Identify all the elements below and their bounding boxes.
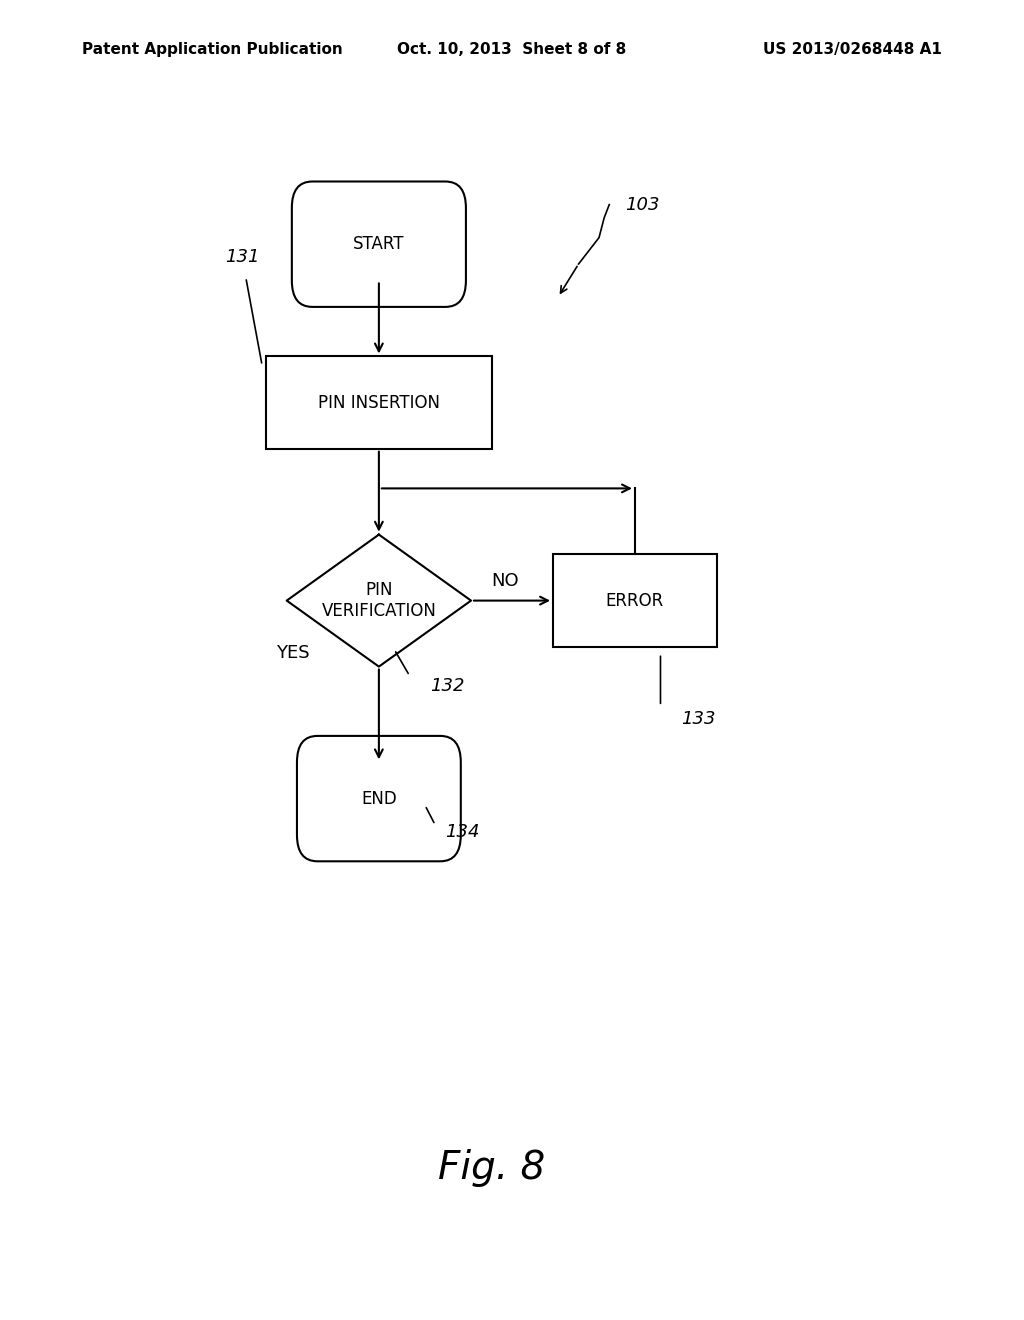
- Text: Patent Application Publication: Patent Application Publication: [82, 42, 343, 57]
- Text: START: START: [353, 235, 404, 253]
- FancyBboxPatch shape: [553, 554, 717, 647]
- FancyBboxPatch shape: [266, 356, 492, 449]
- Text: 132: 132: [430, 677, 465, 696]
- Text: 133: 133: [681, 710, 716, 729]
- FancyBboxPatch shape: [292, 181, 466, 308]
- Text: 134: 134: [445, 822, 480, 841]
- Text: PIN INSERTION: PIN INSERTION: [317, 393, 440, 412]
- Text: Oct. 10, 2013  Sheet 8 of 8: Oct. 10, 2013 Sheet 8 of 8: [397, 42, 627, 57]
- Text: YES: YES: [276, 644, 310, 663]
- Text: 103: 103: [625, 195, 659, 214]
- Text: US 2013/0268448 A1: US 2013/0268448 A1: [763, 42, 942, 57]
- Text: 131: 131: [225, 248, 260, 267]
- Text: Fig. 8: Fig. 8: [438, 1150, 545, 1187]
- Text: END: END: [361, 789, 396, 808]
- Text: ERROR: ERROR: [606, 591, 664, 610]
- Text: PIN
VERIFICATION: PIN VERIFICATION: [322, 581, 436, 620]
- FancyBboxPatch shape: [297, 737, 461, 862]
- Text: NO: NO: [492, 572, 519, 590]
